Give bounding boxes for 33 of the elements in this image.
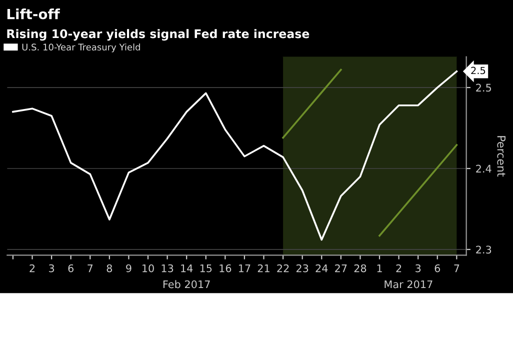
chart-title: Lift-off	[7, 8, 60, 20]
x-tick-label: 2	[30, 264, 35, 272]
x-tick-label: 3	[49, 264, 54, 272]
chart-subtitle: Rising 10-year yields signal Fed rate increase	[7, 29, 310, 41]
x-tick-label: 13	[162, 264, 174, 272]
x-tick-label: 23	[296, 264, 308, 272]
x-tick-label: 27	[335, 264, 347, 272]
x-tick-label: 7	[454, 264, 460, 272]
x-tick-label: 6	[68, 264, 74, 272]
x-tick-label: 22	[277, 264, 289, 272]
x-tick-label: 17	[238, 264, 250, 272]
x-tick-label: 7	[88, 264, 93, 272]
data-label: 2.5	[471, 66, 486, 74]
y-tick-label: 2.4	[476, 164, 492, 172]
text: Mar 2017	[384, 280, 432, 288]
y-tick-label: 2.5	[476, 84, 491, 92]
x-tick-label: 2	[396, 264, 402, 272]
x-tick-label: 24	[316, 264, 328, 272]
x-tick-label: 8	[106, 264, 112, 272]
y-tick-label: 2.3	[476, 246, 492, 254]
x-tick-label: 15	[200, 264, 212, 272]
x-tick-label: 6	[434, 264, 440, 272]
x-tick-label: 16	[220, 264, 232, 272]
x-tick-label: 9	[126, 264, 132, 272]
x-tick-label: 21	[258, 264, 270, 272]
text: Feb 2017	[163, 280, 210, 288]
y-axis-title: Percent	[497, 136, 506, 177]
x-tick-label: 10	[142, 264, 154, 272]
x-tick-label: 3	[416, 264, 421, 272]
legend-label: U.S. 10-Year Treasury Yield	[22, 44, 140, 52]
x-tick-label: 1	[377, 264, 382, 272]
x-tick-label: 28	[354, 264, 366, 272]
x-tick-label: 14	[181, 264, 193, 272]
